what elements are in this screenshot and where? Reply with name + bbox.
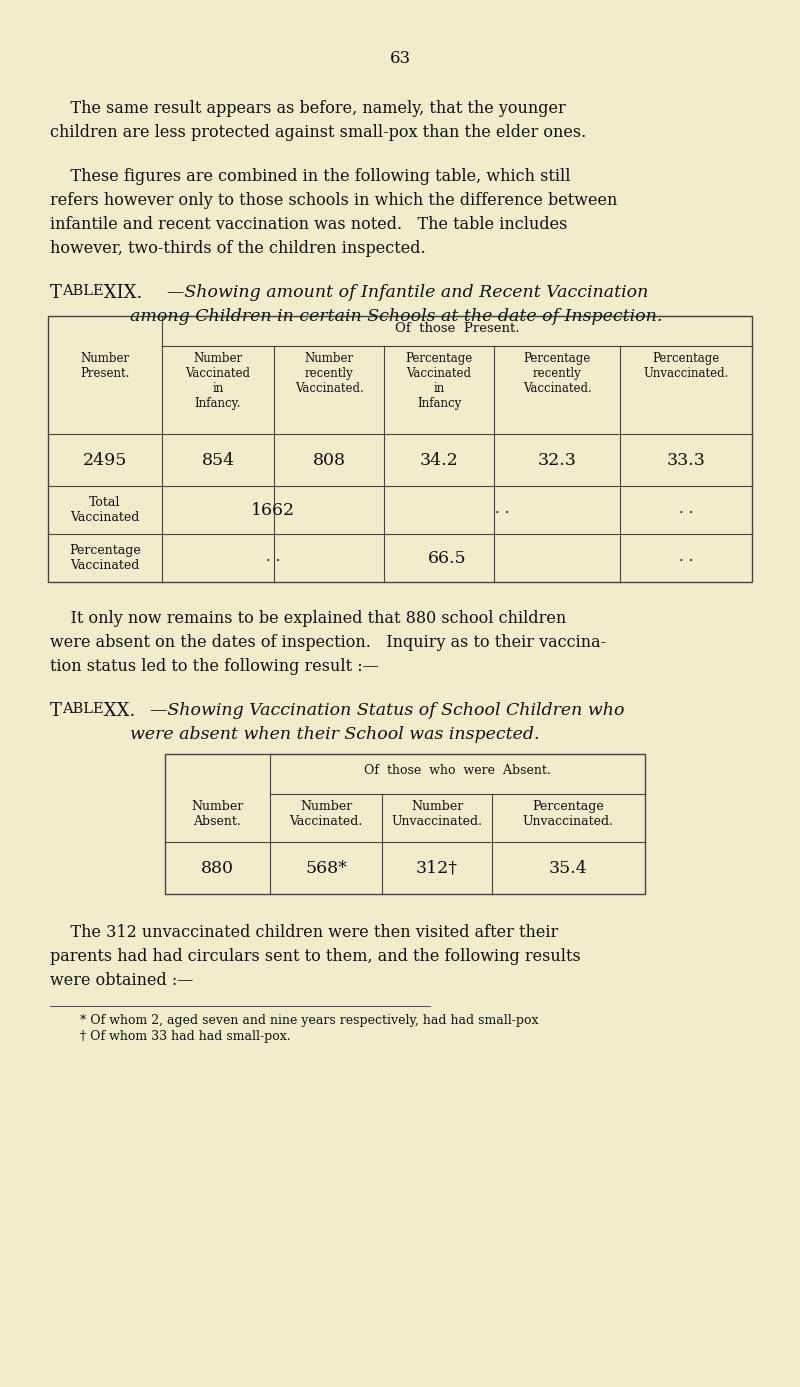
Text: The same result appears as before, namely, that the younger: The same result appears as before, namel… bbox=[50, 100, 566, 117]
Text: were absent on the dates of inspection.   Inquiry as to their vaccina-: were absent on the dates of inspection. … bbox=[50, 634, 606, 651]
Text: —Showing Vaccination Status of School Children who: —Showing Vaccination Status of School Ch… bbox=[150, 702, 625, 718]
Text: refers however only to those schools in which the difference between: refers however only to those schools in … bbox=[50, 191, 618, 209]
Text: infantile and recent vaccination was noted.   The table includes: infantile and recent vaccination was not… bbox=[50, 216, 567, 233]
Text: It only now remains to be explained that 880 school children: It only now remains to be explained that… bbox=[50, 610, 566, 627]
Text: 66.5: 66.5 bbox=[428, 551, 466, 567]
Text: 35.4: 35.4 bbox=[549, 860, 587, 877]
Text: 32.3: 32.3 bbox=[538, 452, 577, 469]
Text: The 312 unvaccinated children were then visited after their: The 312 unvaccinated children were then … bbox=[50, 924, 558, 940]
Text: ABLE: ABLE bbox=[62, 284, 104, 298]
Text: Number
Absent.: Number Absent. bbox=[191, 800, 243, 828]
Text: . .: . . bbox=[679, 551, 693, 565]
Text: Total
Vaccinated: Total Vaccinated bbox=[70, 497, 140, 524]
Text: however, two-thirds of the children inspected.: however, two-thirds of the children insp… bbox=[50, 240, 426, 257]
Text: * Of whom 2, aged seven and nine years respectively, had had small-pox: * Of whom 2, aged seven and nine years r… bbox=[80, 1014, 538, 1026]
Text: children are less protected against small-pox than the elder ones.: children are less protected against smal… bbox=[50, 123, 586, 141]
Text: Number
recently
Vaccinated.: Number recently Vaccinated. bbox=[294, 352, 363, 395]
Text: were absent when their School was inspected.: were absent when their School was inspec… bbox=[130, 725, 539, 743]
Bar bbox=[165, 755, 645, 895]
Text: among Children in certain Schools at the date of Inspection.: among Children in certain Schools at the… bbox=[130, 308, 662, 325]
Text: Percentage
recently
Vaccinated.: Percentage recently Vaccinated. bbox=[522, 352, 591, 395]
Text: . .: . . bbox=[495, 502, 509, 516]
Text: 2495: 2495 bbox=[83, 452, 127, 469]
Text: Percentage
Unvaccinated.: Percentage Unvaccinated. bbox=[643, 352, 729, 380]
Text: XX.: XX. bbox=[98, 702, 135, 720]
Text: Number
Unvaccinated.: Number Unvaccinated. bbox=[391, 800, 482, 828]
Text: 568*: 568* bbox=[305, 860, 347, 877]
Text: 808: 808 bbox=[313, 452, 346, 469]
Text: tion status led to the following result :—: tion status led to the following result … bbox=[50, 657, 378, 675]
Text: XIX.: XIX. bbox=[98, 284, 142, 302]
Text: T: T bbox=[50, 284, 62, 302]
Text: 880: 880 bbox=[201, 860, 234, 877]
Text: . .: . . bbox=[266, 551, 280, 565]
Text: parents had had circulars sent to them, and the following results: parents had had circulars sent to them, … bbox=[50, 947, 581, 965]
Text: Percentage
Vaccinated: Percentage Vaccinated bbox=[69, 544, 141, 571]
Text: 854: 854 bbox=[202, 452, 234, 469]
Text: 1662: 1662 bbox=[251, 502, 295, 519]
Text: Of  those  Present.: Of those Present. bbox=[394, 322, 519, 336]
Text: Number
Vaccinated.: Number Vaccinated. bbox=[290, 800, 362, 828]
Text: † Of whom 33 had had small-pox.: † Of whom 33 had had small-pox. bbox=[80, 1031, 290, 1043]
Text: 312†: 312† bbox=[416, 860, 458, 877]
Bar bbox=[48, 316, 752, 583]
Text: . .: . . bbox=[679, 502, 693, 516]
Text: Number
Vaccinated
in
Infancy.: Number Vaccinated in Infancy. bbox=[186, 352, 250, 411]
Text: ABLE: ABLE bbox=[62, 702, 104, 716]
Text: Number
Present.: Number Present. bbox=[80, 352, 130, 380]
Text: These figures are combined in the following table, which still: These figures are combined in the follow… bbox=[50, 168, 570, 184]
Text: Percentage
Vaccinated
in
Infancy: Percentage Vaccinated in Infancy bbox=[406, 352, 473, 411]
Text: Of  those  who  were  Absent.: Of those who were Absent. bbox=[364, 764, 550, 777]
Text: were obtained :—: were obtained :— bbox=[50, 972, 194, 989]
Text: Percentage
Unvaccinated.: Percentage Unvaccinated. bbox=[522, 800, 614, 828]
Text: T: T bbox=[50, 702, 62, 720]
Text: 63: 63 bbox=[390, 50, 410, 67]
Text: 34.2: 34.2 bbox=[420, 452, 458, 469]
Text: 33.3: 33.3 bbox=[666, 452, 706, 469]
Text: —Showing amount of Infantile and Recent Vaccination: —Showing amount of Infantile and Recent … bbox=[167, 284, 648, 301]
